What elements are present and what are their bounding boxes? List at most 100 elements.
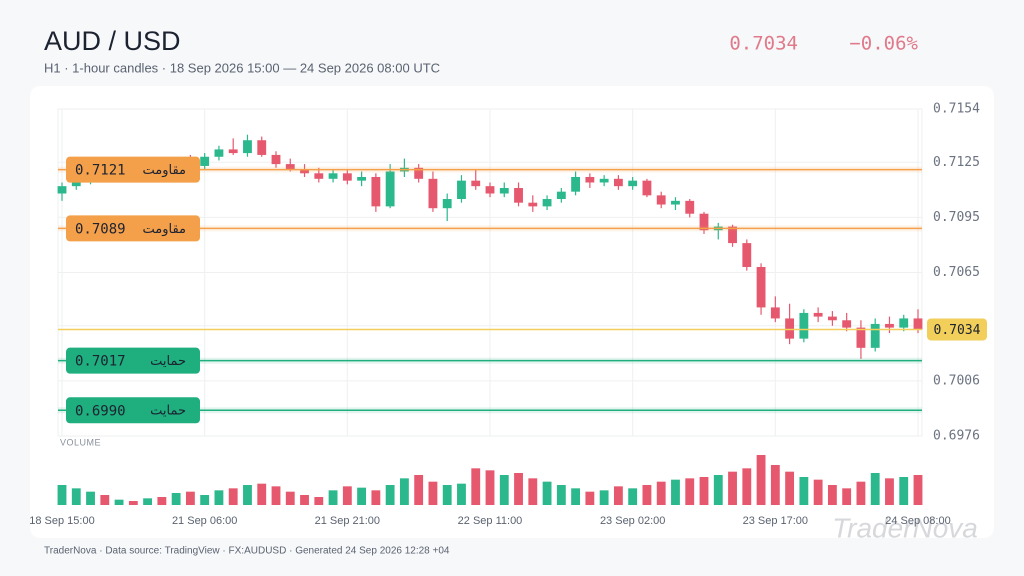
x-tick-label: 23 Sep 17:00 [743,515,808,527]
candle-body [314,173,324,179]
candle-body [785,318,795,339]
candle-body [799,312,809,339]
volume-bar [571,488,581,505]
volume-bar [442,485,452,505]
candle-body [685,200,695,214]
y-tick-label: 0.7065 [933,265,980,280]
candle-body [556,191,566,200]
x-tick-label: 24 Sep 08:00 [885,515,950,527]
candle-body [243,140,252,154]
last-price-box [927,318,987,341]
volume-bar [271,486,281,505]
volume-bar [671,479,680,505]
candle-body [842,320,852,328]
volume-bar [86,491,95,505]
candle-body [599,178,609,183]
candle-body [899,318,909,328]
volume-bar [842,488,852,505]
y-tick-label: 0.7095 [933,210,980,225]
volume-bar [257,483,267,505]
x-tick-label: 21 Sep 06:00 [172,515,237,527]
candle-body [528,202,538,207]
candle-body [471,180,481,187]
volume-bar [799,477,809,505]
candle-body [542,199,552,207]
subtitle: H1 · 1-hour candles · 18 Sep 2026 15:00 … [44,60,440,75]
volume-bar [899,477,909,505]
candle-body [585,176,595,183]
volume-bar [827,485,837,505]
candle-body [271,154,281,165]
volume-bar [157,497,167,505]
volume-bar [128,501,138,505]
y-tick-label: 0.6976 [933,429,980,444]
volume-bar [285,491,295,505]
volume-bar [628,488,638,505]
candle-body [228,149,238,154]
candle-body [728,226,737,244]
volume-bar [214,490,224,505]
candle-body [385,171,395,207]
candle-body [499,187,509,194]
volume-bar [171,493,181,505]
volume-bar [699,477,709,505]
candle-body [300,169,309,174]
volume-bar [371,490,381,505]
candle-body [214,149,224,157]
volume-bar [856,481,866,505]
volume-bar [556,485,566,505]
candle-body [428,178,438,209]
candle-body [514,187,523,203]
candle-body [642,180,652,196]
volume-label: VOLUME [60,437,101,447]
candle-body [827,316,837,321]
volume-bar [785,471,795,505]
volume-bar [228,488,238,505]
volume-bar [342,486,352,505]
level-box [66,215,200,242]
candle-body [414,167,424,179]
volume-bar [713,475,723,505]
x-tick-label: 21 Sep 21:00 [315,515,380,527]
volume-bar [471,468,481,505]
level-box [66,156,200,183]
volume-bar [642,485,652,505]
candle-body [885,323,894,328]
volume-bar [114,499,124,505]
candle-body [285,164,295,170]
volume-bar [357,487,367,505]
volume-bar [685,478,695,505]
volume-bar [300,495,309,505]
y-tick-label: 0.7154 [933,102,980,117]
candle-body [870,323,880,348]
candle-body [656,195,666,205]
x-tick-label: 23 Sep 02:00 [600,515,665,527]
volume-bar [185,491,195,505]
level-value: 0.6990 [75,403,126,419]
volume-bar [528,478,538,505]
candle-body [699,213,709,231]
candle-body [442,199,452,209]
level-value: 0.7121 [75,163,126,179]
footer: TraderNova · Data source: TradingView · … [44,546,450,557]
change: −0.06% [849,33,918,55]
candle-body [613,178,623,187]
x-tick-label: 22 Sep 11:00 [458,515,523,527]
volume-bar [414,475,424,505]
volume-bar [499,475,509,505]
candle-body [671,200,680,205]
level-box [66,347,200,374]
candle-body [342,173,352,181]
volume-bar [143,498,153,505]
volume-bar [100,495,110,505]
candle-body [756,266,766,308]
last-price-label: 0.7034 [934,323,981,338]
volume-bar [314,497,324,505]
price: 0.7034 [729,33,798,55]
candle-body [856,327,866,348]
volume-bar [385,485,395,505]
volume-bar [57,485,67,505]
volume-bar [243,485,252,505]
candle-body [200,156,210,166]
level-box [66,397,200,424]
